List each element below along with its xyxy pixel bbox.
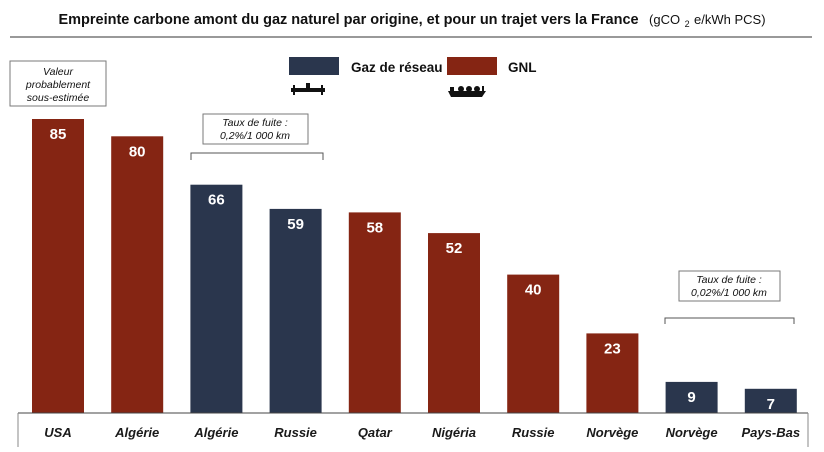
bar-value-label: 9 <box>687 389 695 406</box>
legend-label-gnl: GNL <box>508 60 537 75</box>
bar-value-label: 66 <box>208 192 225 209</box>
legend-swatch-gnl <box>447 57 497 75</box>
bar-value-label: 52 <box>446 240 463 257</box>
bar-value-label: 80 <box>129 143 146 160</box>
annotation-line: probablement <box>25 79 91 91</box>
category-label: Norvège <box>666 425 718 440</box>
bar-norvege-gaz-de-reseau <box>665 381 718 413</box>
annotation-leak-rate-low: Taux de fuite : 0,02%/1 000 km <box>664 270 795 324</box>
annotation-line: sous-estimée <box>27 92 90 104</box>
pipeline-icon <box>291 83 325 95</box>
chart-title-unit: (gCO <box>649 12 680 27</box>
category-label: Algérie <box>193 425 238 440</box>
bar-value-label: 58 <box>366 219 383 236</box>
bar-nigeria-gnl <box>428 233 480 413</box>
bars-layer <box>32 119 797 414</box>
chart-title-main: Empreinte carbone amont du gaz naturel p… <box>58 12 638 28</box>
bar-value-label: 59 <box>287 216 304 233</box>
annotation-leak-rate-high: Taux de fuite : 0,2%/1 000 km <box>190 113 324 160</box>
annotation-line: Taux de fuite : <box>222 117 288 129</box>
annotation-line: Taux de fuite : <box>696 274 762 286</box>
annotation-box <box>202 113 309 145</box>
value-labels-layer: 85 80 66 59 58 52 40 23 9 7 <box>50 126 775 413</box>
category-label: Algérie <box>114 425 159 440</box>
bar-russie-gnl <box>507 274 560 413</box>
annotation-underestimated: Valeur probablement sous-estimée <box>9 60 107 107</box>
legend-swatch-gaz-de-reseau <box>289 57 339 75</box>
annotation-bracket <box>664 317 795 324</box>
category-label: Russie <box>274 425 317 440</box>
legend: Gaz de réseau GNL <box>289 57 537 97</box>
bar-norvege-gnl <box>586 333 639 413</box>
annotation-box <box>9 60 107 107</box>
annotation-line: 0,02%/1 000 km <box>691 287 767 299</box>
bar-value-label: 40 <box>525 282 542 299</box>
bar-russie-gaz-de-reseau <box>269 208 322 413</box>
category-labels-layer: USA Algérie Algérie Russie Qatar Nigéria Russi… <box>44 425 800 440</box>
bar-qatar-gnl <box>348 212 401 413</box>
bar-usa-gnl <box>32 119 84 413</box>
bar-value-label: 23 <box>604 340 621 357</box>
bar-algerie-gnl <box>111 136 164 414</box>
bar-value-label: 7 <box>767 396 775 413</box>
chart-title-unit-suffix: e/kWh PCS) <box>694 12 766 27</box>
chart-title-unit-subscript: 2 <box>685 19 690 29</box>
bar-pays-bas-gaz-de-reseau <box>744 388 797 413</box>
annotation-line: 0,2%/1 000 km <box>220 130 290 142</box>
category-label: Pays-Bas <box>742 425 801 440</box>
annotation-box <box>678 270 781 302</box>
legend-label-gaz-de-reseau: Gaz de réseau <box>351 60 443 75</box>
chart-title: Empreinte carbone amont du gaz naturel p… <box>58 11 765 31</box>
category-label: Qatar <box>358 425 393 440</box>
category-label: Nigéria <box>432 425 476 440</box>
lng-tanker-ship-icon <box>448 86 486 97</box>
annotation-bracket <box>190 152 324 160</box>
category-label: Russie <box>512 425 555 440</box>
category-label: USA <box>44 425 71 440</box>
bar-algerie-gaz-de-reseau <box>190 184 243 413</box>
category-label: Norvège <box>586 425 638 440</box>
bar-value-label: 85 <box>50 126 67 143</box>
annotation-line: Valeur <box>43 66 73 78</box>
